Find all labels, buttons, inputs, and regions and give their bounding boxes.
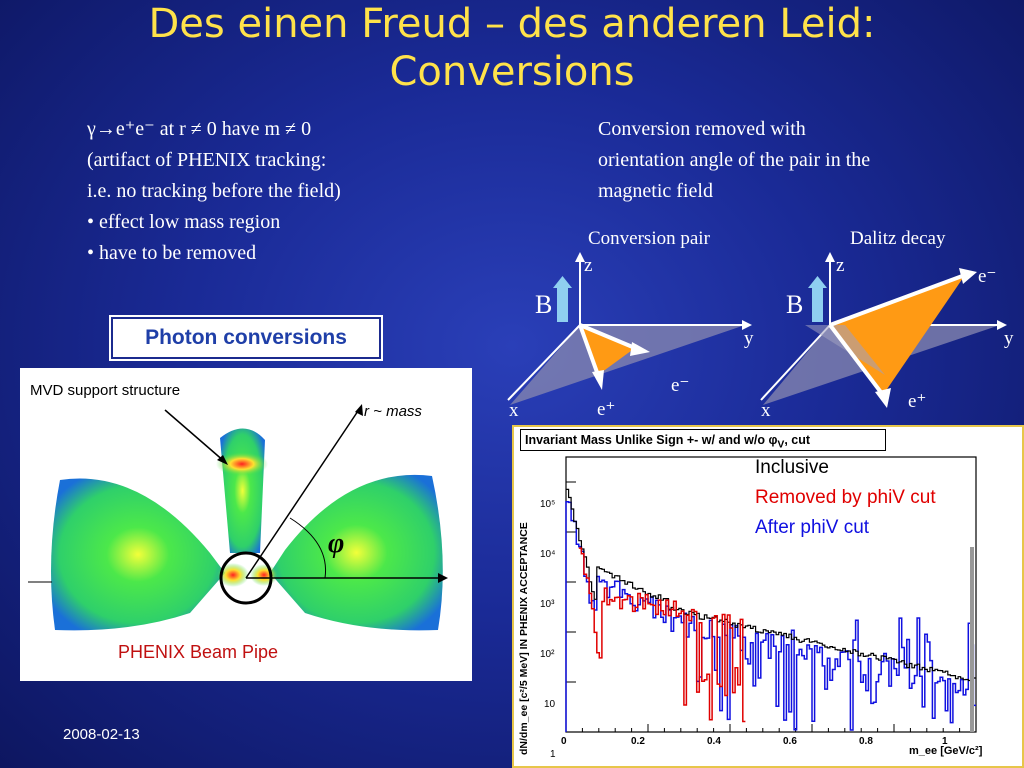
x-tick-08: 0.8 xyxy=(859,736,873,747)
y-tick-1e5: 10⁵ xyxy=(540,499,556,510)
dalitz-x-label: x xyxy=(761,400,771,421)
x-tick-04: 0.4 xyxy=(707,736,721,747)
dalitz-positron-track xyxy=(828,323,885,397)
y-tick-1: 1 xyxy=(550,749,556,760)
mass-plot-header-sub: V xyxy=(777,439,785,451)
conversion-pair-svg xyxy=(507,252,752,405)
conversion-z-label: z xyxy=(584,255,593,276)
series-inclusive xyxy=(566,488,976,682)
right-wing xyxy=(270,474,443,631)
x-axis xyxy=(507,324,581,401)
conversion-plane xyxy=(510,325,745,405)
legend-removed: Removed by phiV cut xyxy=(755,487,936,508)
mass-plot-svg xyxy=(565,456,977,733)
left-wing xyxy=(51,478,225,631)
right-text-line-3: magnetic field xyxy=(598,180,713,202)
b-field-arrow xyxy=(557,286,568,322)
series-removed-by-phiv-cut xyxy=(578,547,746,723)
r-mass-label: r ~ mass xyxy=(364,403,422,420)
detector-picture xyxy=(28,404,448,631)
top-strip xyxy=(220,428,265,553)
right-text-line-1: Conversion removed with xyxy=(598,118,806,140)
positron-track xyxy=(578,324,600,376)
y-tick-1e4: 10⁴ xyxy=(540,549,556,560)
right-text-line-2: orientation angle of the pair in the xyxy=(598,149,871,171)
slide-title: Des einen Freud – des anderen Leid: Conv… xyxy=(0,0,1024,96)
conversion-electron-label: e⁻ xyxy=(671,375,690,396)
conversion-positron-label: e⁺ xyxy=(597,399,616,420)
dalitz-positron-label: e⁺ xyxy=(908,391,927,412)
left-text-line-1: γ→e⁺e⁻ at r ≠ 0 have m ≠ 0 xyxy=(87,118,312,140)
legend-after: After phiV cut xyxy=(755,517,870,538)
y-tick-10: 10 xyxy=(544,699,556,710)
title-line-1: Des einen Freud – des anderen Leid: xyxy=(148,1,876,47)
dalitz-b-label: B xyxy=(786,290,804,319)
left-text-bullet-1: • effect low mass region xyxy=(87,211,281,233)
dalitz-electron-label: e⁻ xyxy=(978,266,997,287)
dalitz-x-axis xyxy=(760,324,831,401)
mass-plot-header: Invariant Mass Unlike Sign +- w/ and w/o… xyxy=(520,429,886,451)
dalitz-electron-track xyxy=(829,273,966,327)
y-tick-1e3: 10³ xyxy=(540,599,555,610)
legend-inclusive: Inclusive xyxy=(755,457,829,478)
dalitz-b-field-arrow xyxy=(812,286,823,322)
conversion-x-label: x xyxy=(509,400,519,421)
dalitz-triangle xyxy=(830,275,965,395)
dalitz-z-label: z xyxy=(836,255,845,276)
electron-track xyxy=(579,323,636,350)
phi-label: φ xyxy=(328,528,345,559)
detector-panel: MVD support structure r ~ mass φ PHENIX … xyxy=(20,368,472,681)
dalitz-decay-svg xyxy=(760,252,1007,408)
mass-plot-header-tail: , cut xyxy=(784,433,811,447)
mvd-label: MVD support structure xyxy=(30,382,181,399)
left-text-bullet-2: • have to be removed xyxy=(87,242,257,264)
left-text-line-3: i.e. no tracking before the field) xyxy=(87,180,341,202)
conversion-b-label: B xyxy=(535,290,553,319)
series-after-phiv-cut xyxy=(565,501,976,732)
footer-date: 2008-02-13 xyxy=(63,726,140,743)
title-line-2: Conversions xyxy=(389,49,635,95)
left-text-line-2: (artifact of PHENIX tracking: xyxy=(87,149,327,171)
beampipe-label: PHENIX Beam Pipe xyxy=(118,642,279,662)
x-tick-0: 0 xyxy=(561,736,567,747)
mass-plot-panel: Invariant Mass Unlike Sign +- w/ and w/o… xyxy=(512,425,1024,768)
mass-plot-header-text: Invariant Mass Unlike Sign +- w/ and w/o… xyxy=(525,433,778,447)
right-edge-bar xyxy=(970,547,974,732)
conversion-pair-title: Conversion pair xyxy=(588,228,710,249)
x-tick-1: 1 xyxy=(942,736,948,747)
dalitz-decay-title: Dalitz decay xyxy=(850,228,946,249)
photon-conversions-label: Photon conversions xyxy=(111,317,381,359)
y-tick-1e2: 10² xyxy=(540,649,555,660)
x-tick-02: 0.2 xyxy=(631,736,645,747)
x-tick-06: 0.6 xyxy=(783,736,797,747)
mass-plot-ylabel: dN/dm_ee [c²/5 MeV] IN PHENIX ACCEPTANCE xyxy=(518,522,530,755)
conversion-y-label: y xyxy=(744,328,754,349)
dalitz-y-label: y xyxy=(1004,328,1014,349)
mass-plot-xlabel: m_ee [GeV/c²] xyxy=(909,745,983,757)
